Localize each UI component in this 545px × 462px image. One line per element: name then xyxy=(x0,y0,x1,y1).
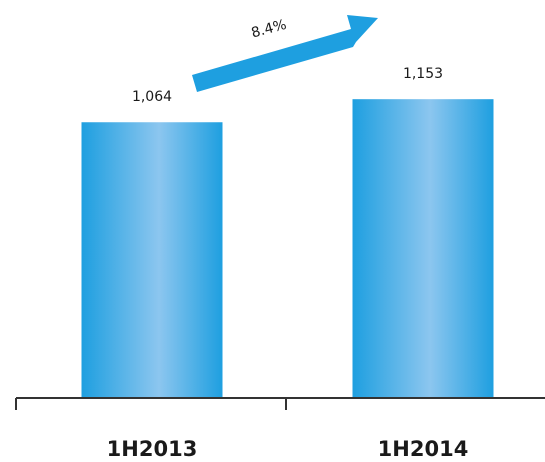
x-tick-label: 1H2014 xyxy=(378,437,469,461)
data-label: 1,153 xyxy=(403,66,443,82)
bar-1H2013 xyxy=(81,122,223,398)
growth-label: 8.4% xyxy=(250,17,289,42)
bars-group xyxy=(81,99,494,398)
bar-1H2014 xyxy=(352,99,494,398)
data-label: 1,064 xyxy=(132,89,172,105)
growth-arrow-icon xyxy=(192,15,378,92)
x-tick-label: 1H2013 xyxy=(107,437,198,461)
